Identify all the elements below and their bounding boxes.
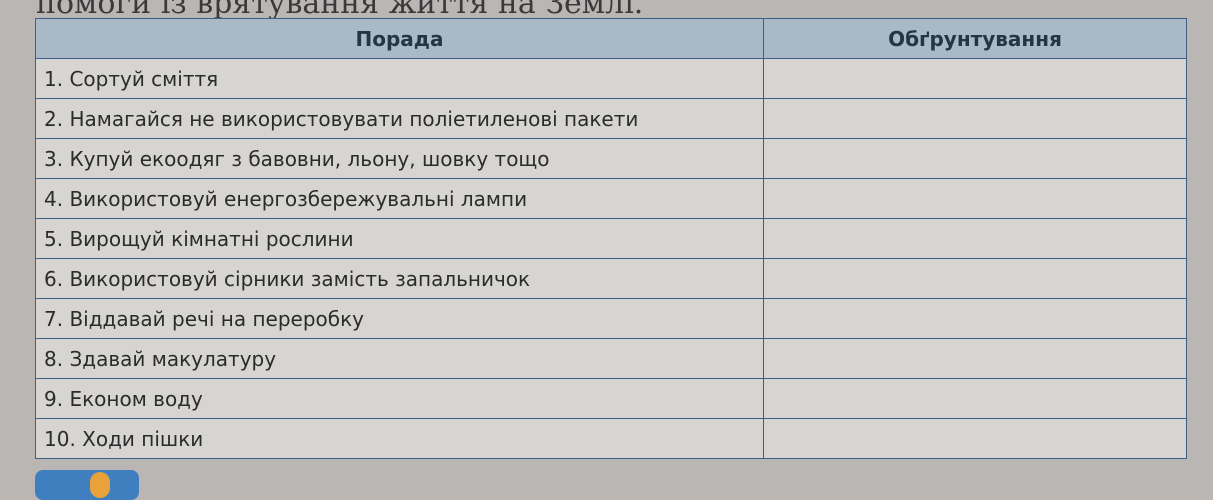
justification-cell[interactable] (763, 98, 1187, 139)
advice-cell: 6. Використовуй сірники замість запальни… (35, 258, 764, 299)
table-row: 4. Використовуй енергозбережувальні ламп… (35, 178, 1187, 219)
advice-cell: 9. Економ воду (35, 378, 764, 419)
advice-cell: 3. Купуй екоодяг з бавовни, льону, шовку… (35, 138, 764, 179)
table-row: 2. Намагайся не використовувати поліетил… (35, 98, 1187, 139)
advice-cell: 7. Віддавай речі на переробку (35, 298, 764, 339)
table-row: 1. Сортуй сміття (35, 58, 1187, 99)
justification-cell[interactable] (763, 338, 1187, 379)
advice-cell: 5. Вирощуй кімнатні рослини (35, 218, 764, 259)
justification-cell[interactable] (763, 178, 1187, 219)
caption-text: помоги із врятування життя на Землі. (36, 0, 644, 21)
table-row: 8. Здавай макулатуру (35, 338, 1187, 379)
table-row: 5. Вирощуй кімнатні рослини (35, 218, 1187, 259)
justification-cell[interactable] (763, 258, 1187, 299)
advice-table: Порада Обґрунтування 1. Сортуй сміття 2. … (35, 18, 1187, 459)
table-row: 7. Віддавай речі на переробку (35, 298, 1187, 339)
justification-cell[interactable] (763, 218, 1187, 259)
justification-cell[interactable] (763, 298, 1187, 339)
header-advice: Порада (35, 18, 764, 59)
table-row: 10. Ходи пішки (35, 418, 1187, 459)
advice-cell: 8. Здавай макулатуру (35, 338, 764, 379)
advice-cell: 4. Використовуй енергозбережувальні ламп… (35, 178, 764, 219)
advice-cell: 10. Ходи пішки (35, 418, 764, 459)
table-row: 9. Економ воду (35, 378, 1187, 419)
justification-cell[interactable] (763, 418, 1187, 459)
header-justification: Обґрунтування (763, 18, 1187, 59)
section-icon (35, 470, 139, 500)
justification-cell[interactable] (763, 58, 1187, 99)
header-row: Порада Обґрунтування (35, 18, 1187, 59)
justification-cell[interactable] (763, 378, 1187, 419)
justification-cell[interactable] (763, 138, 1187, 179)
table-row: 6. Використовуй сірники замість запальни… (35, 258, 1187, 299)
advice-cell: 1. Сортуй сміття (35, 58, 764, 99)
advice-cell: 2. Намагайся не використовувати поліетил… (35, 98, 764, 139)
table-row: 3. Купуй екоодяг з бавовни, льону, шовку… (35, 138, 1187, 179)
